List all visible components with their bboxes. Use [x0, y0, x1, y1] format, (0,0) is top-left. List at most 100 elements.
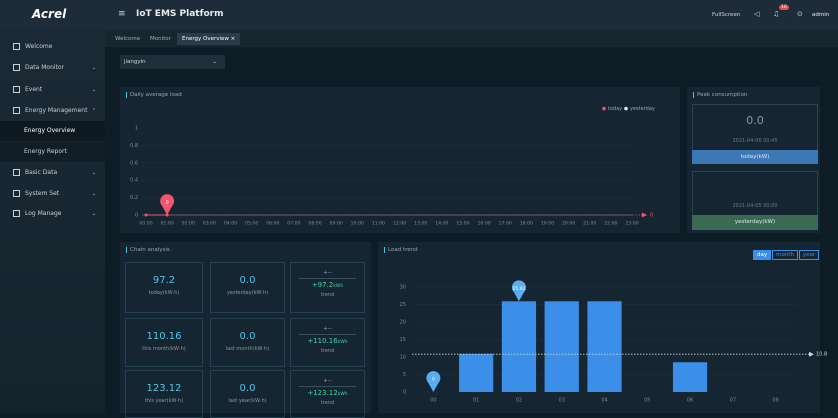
daily-load-panel: Daily average load: [120, 87, 680, 233]
legend-swatch: [602, 106, 606, 111]
x-tick-label: 02:00: [182, 221, 195, 227]
change-unit: kWh: [333, 284, 344, 289]
submenu-item[interactable]: Energy Overview: [0, 121, 105, 141]
menu-label: Energy Report: [24, 148, 67, 155]
tab-active[interactable]: Energy Overview ×: [177, 33, 241, 45]
menu-item[interactable]: Basic Data ⌄: [0, 163, 105, 183]
tab[interactable]: Monitor: [150, 36, 171, 42]
y-tick-label: 30: [400, 285, 406, 291]
trend-change: +110.16kWh: [291, 337, 364, 345]
period-button[interactable]: day: [753, 250, 772, 260]
y-tick-label: 0: [135, 213, 138, 219]
y-tick-label: 15: [400, 337, 406, 343]
y-tick-label: 0: [403, 390, 406, 396]
marker-pin: [160, 194, 175, 215]
submenu-item[interactable]: Energy Report: [0, 142, 105, 162]
y-tick-label: 1: [135, 126, 138, 132]
peak-today-label: today(kW): [692, 150, 818, 164]
menu-item[interactable]: Energy Management ⌃: [0, 101, 105, 121]
menu-label: System Set: [25, 190, 60, 197]
y-tick-label: 0.8: [130, 143, 138, 149]
marker-pin: [511, 280, 526, 302]
menu-label: Energy Overview: [24, 127, 76, 134]
stat-value: 0.0: [239, 383, 256, 394]
stat-label: last month(kW·h): [225, 346, 270, 352]
trend-cell: +-- +97.2kWh trend: [290, 262, 365, 313]
trend-divider: [299, 334, 356, 335]
trend-label: trend: [320, 292, 335, 298]
sidebar: [0, 0, 105, 413]
peak-today-value: 0.0: [746, 114, 764, 127]
panel-title: Load trend: [384, 247, 418, 253]
x-tick-label: 06: [687, 398, 693, 404]
change-value: +110.16: [307, 337, 338, 345]
x-tick-label: 16:00: [477, 221, 490, 227]
bar: [587, 301, 622, 392]
fullscreen[interactable]: FullScreen: [712, 12, 741, 18]
x-tick-label: 11:00: [372, 221, 385, 227]
x-tick-label: 23:00: [625, 221, 638, 227]
sound-icon[interactable]: ◁: [754, 10, 760, 18]
stat-cell: 110.16 this month(kW·h): [125, 318, 203, 367]
x-tick-label: 19:00: [541, 221, 554, 227]
x-tick-label: 05: [644, 398, 650, 404]
menu-toggle[interactable]: ≡: [118, 9, 126, 19]
y-tick-label: 20: [400, 320, 406, 326]
stat-label: today(kW·h): [148, 290, 180, 296]
site-select[interactable]: jiangyin ⌄: [120, 55, 225, 69]
stat-cell: 97.2 today(kW·h): [125, 262, 203, 313]
change-value: +123.12: [307, 389, 338, 397]
bell-icon[interactable]: ♫: [773, 10, 780, 18]
x-tick-label: 06:00: [266, 221, 279, 227]
period-button[interactable]: month: [772, 250, 798, 260]
menu-item[interactable]: Log Manage ⌄: [0, 204, 105, 224]
panel-title: Peak consumption: [693, 92, 747, 98]
trend-label: trend: [320, 348, 335, 354]
stat-label: yesterday(kW·h): [226, 290, 269, 296]
tab[interactable]: Welcome: [115, 36, 141, 42]
peak-yesterday-label: yesterday(kW): [692, 215, 818, 230]
trend-divider: [299, 278, 356, 279]
trend-divider: [299, 386, 356, 387]
x-tick-label: 12:00: [393, 221, 406, 227]
period-button[interactable]: year: [798, 250, 820, 260]
panel-title: Daily average load: [126, 92, 182, 98]
tab-bar: [105, 30, 838, 47]
x-tick-label: 14:00: [435, 221, 448, 227]
help-icon[interactable]: ⊙: [797, 10, 803, 18]
logo: Acrel: [32, 7, 67, 21]
marker-pin: [426, 371, 441, 392]
trend-change: +123.12kWh: [291, 389, 364, 397]
chain-panel: Chain analysis 97.2 today(kW·h) 0.0 yesterda…: [120, 242, 371, 418]
peak-today-time: 2021-04-06 00:45: [732, 138, 778, 144]
stat-cell: 0.0 last month(kW·h): [210, 318, 285, 367]
menu-label: Basic Data: [25, 169, 58, 176]
trend-label: trend: [320, 400, 335, 406]
menu-item[interactable]: System Set ⌄: [0, 184, 105, 204]
menu-item[interactable]: Welcome: [0, 37, 105, 57]
x-tick-label: 05:00: [245, 221, 258, 227]
y-tick-label: 5: [403, 372, 406, 378]
tab-label: Energy Overview: [182, 36, 229, 42]
marker-label: 25.92: [512, 286, 525, 292]
header: [0, 0, 838, 30]
panel-title: Chain analysis: [126, 247, 170, 253]
stat-value: 123.12: [146, 383, 182, 394]
x-tick-label: 10:00: [351, 221, 364, 227]
trend-icon: +--: [323, 378, 332, 384]
y-tick-label: 10: [400, 355, 406, 361]
menu-item[interactable]: Event ⌄: [0, 80, 105, 100]
stat-label: this month(kW·h): [142, 346, 186, 352]
user[interactable]: admin: [812, 12, 830, 18]
stat-cell: 0.0 yesterday(kW·h): [210, 262, 285, 313]
marker-label: 0: [166, 200, 169, 206]
stat-value: 97.2: [152, 275, 176, 286]
x-tick-label: 03: [559, 398, 565, 404]
average-arrow: [809, 351, 814, 357]
x-tick-label: 22:00: [604, 221, 617, 227]
bar: [501, 301, 537, 392]
stat-value: 0.0: [239, 275, 256, 286]
menu-label: Energy Management: [25, 107, 88, 114]
menu-item[interactable]: Data Monitor ⌄: [0, 58, 105, 78]
x-tick-label: 07:00: [287, 221, 300, 227]
